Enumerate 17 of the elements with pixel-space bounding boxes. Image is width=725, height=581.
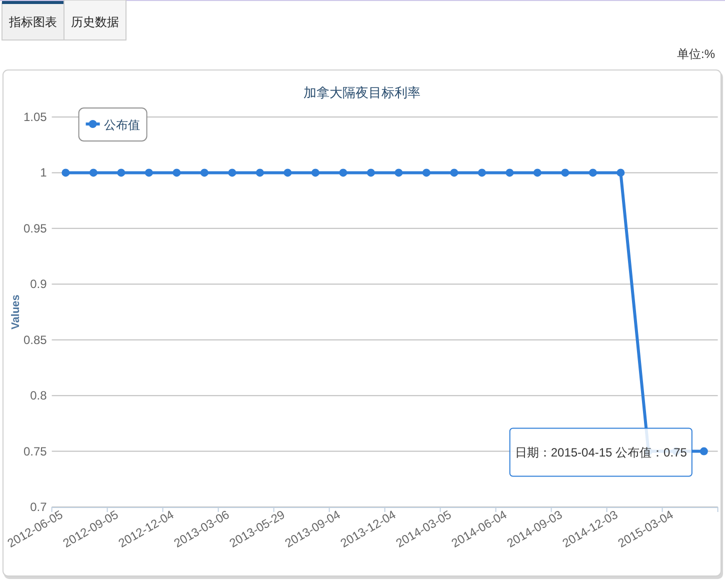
- y-tick-label: 0.75: [23, 444, 48, 458]
- text: 单位:%: [676, 47, 716, 61]
- legend-label: 公布值: [104, 118, 140, 132]
- legend: 公布值: [78, 108, 148, 142]
- chart-title: 加拿大隔夜目标利率: [304, 85, 420, 100]
- annotation: 日期：2015-04-15 公布值：0.75: [514, 445, 688, 460]
- y-tick-label: 0.8: [30, 388, 48, 403]
- y-axis-title: Values: [10, 294, 22, 330]
- y-tick-label: 1.05: [23, 110, 48, 124]
- tab: 历史数据: [64, 0, 126, 40]
- y-tick-label: 0.95: [23, 221, 48, 236]
- tooltip: 日期：2015-04-15 公布值：0.75: [509, 428, 692, 477]
- y-tick-label: 1: [40, 166, 48, 180]
- tab: 指标图表: [2, 1, 64, 40]
- y-tick-label: 0.85: [23, 332, 48, 347]
- y-tick-label: 0.7: [30, 500, 48, 514]
- y-tick-label: 0.9: [30, 277, 48, 292]
